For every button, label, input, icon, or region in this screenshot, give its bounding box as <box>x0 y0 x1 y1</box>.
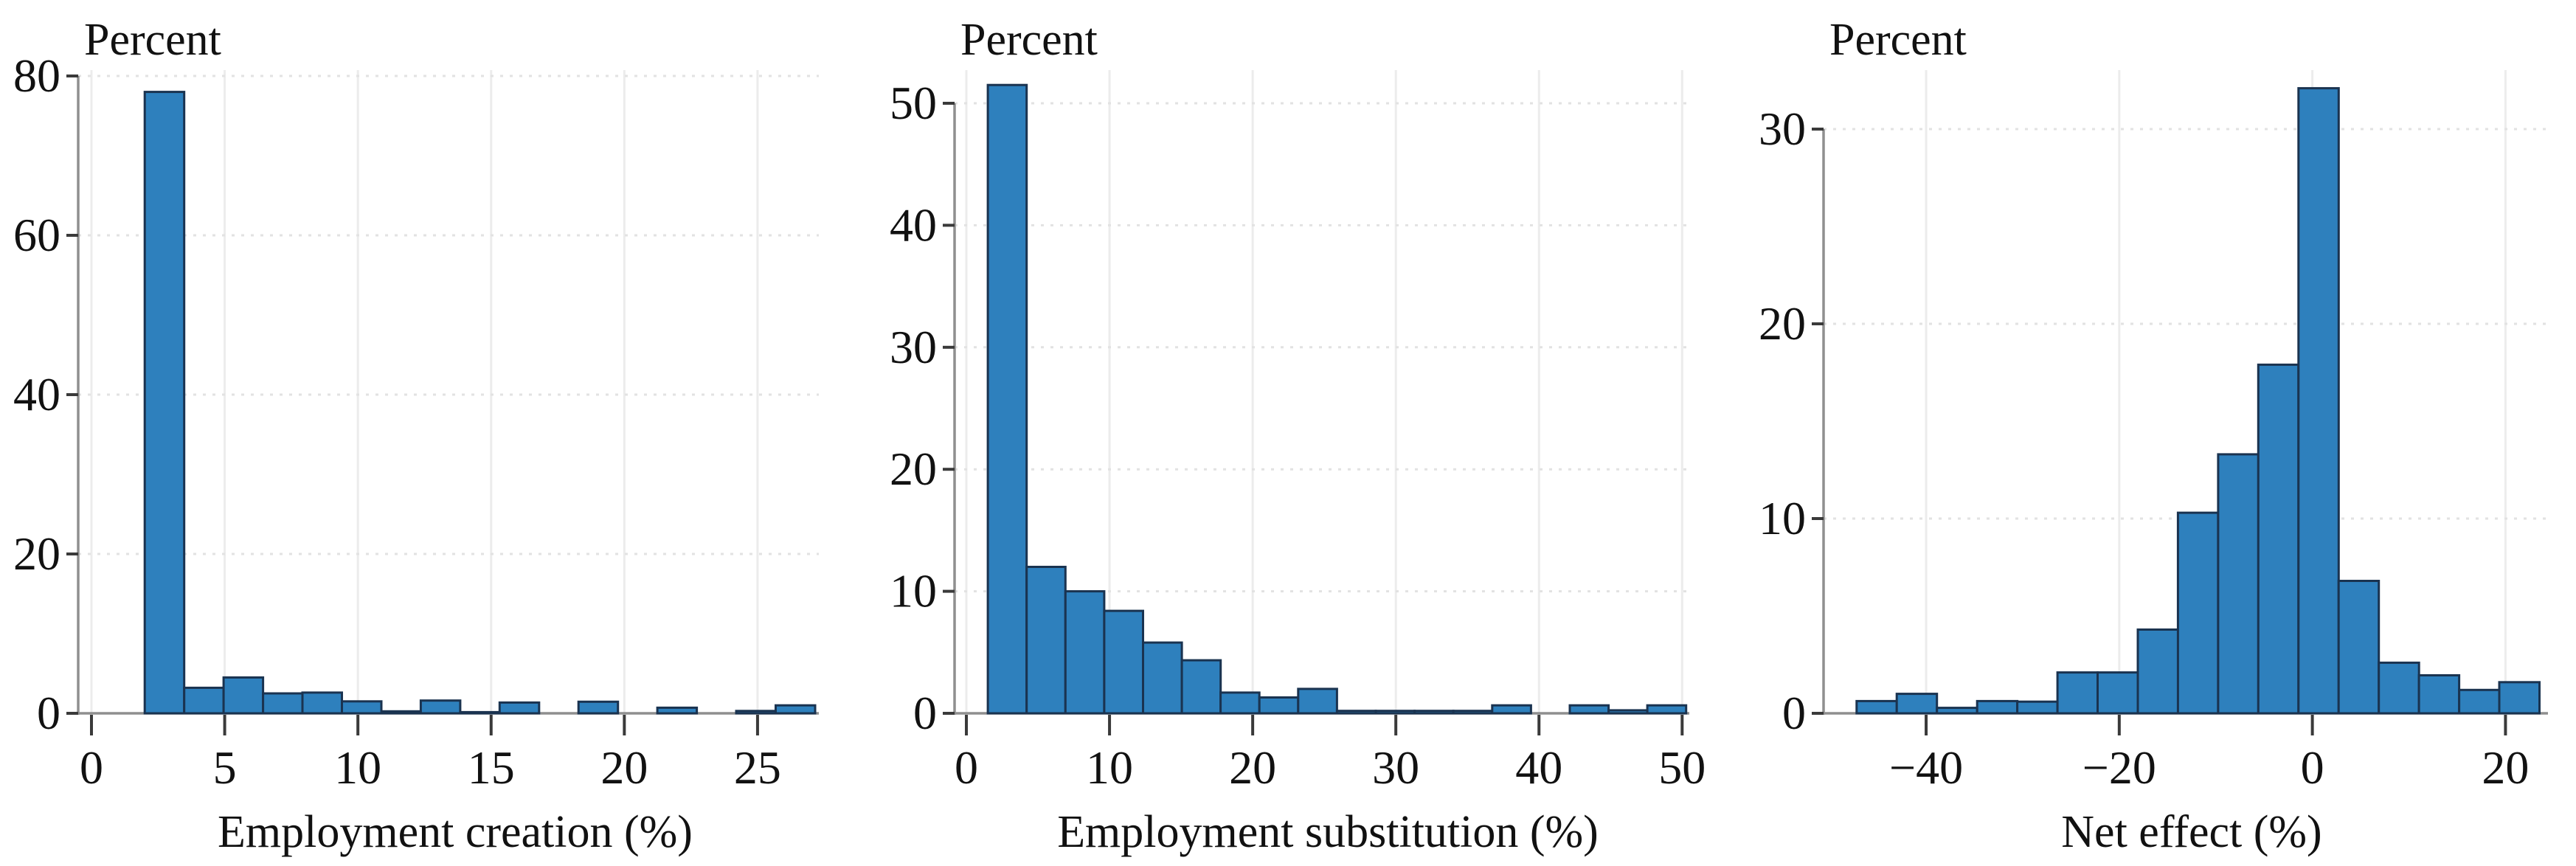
histogram-bar <box>1413 710 1455 715</box>
x-tick-label: 40 <box>1515 741 1562 794</box>
y-axis-title: Percent <box>84 15 221 65</box>
histogram-bar <box>2297 87 2340 715</box>
histogram-bar <box>2136 628 2179 715</box>
histogram-bar <box>2056 671 2099 715</box>
histogram-bar <box>1607 709 1649 715</box>
histogram-bar <box>1491 704 1532 715</box>
histogram-bar <box>301 691 343 715</box>
histogram-bar <box>1335 710 1377 715</box>
x-tick-label: 20 <box>1229 741 1276 794</box>
x-tick-label: 10 <box>334 741 381 794</box>
histogram-bar <box>183 686 225 715</box>
y-tick-label: 30 <box>890 321 937 373</box>
histogram-bar <box>341 700 383 715</box>
histogram-bar <box>735 710 777 715</box>
histogram-bar <box>1025 566 1067 715</box>
y-tick-label: 40 <box>890 198 937 251</box>
histogram-bar <box>2498 681 2541 715</box>
x-tick-label: 30 <box>1372 741 1419 794</box>
histogram-bar <box>1452 710 1494 715</box>
histogram-bar <box>1219 691 1261 715</box>
y-axis-title: Percent <box>1829 15 1967 65</box>
histogram-bar <box>2257 363 2300 715</box>
employment-substitution-chart: 0 10 20 30 40 50 0 10 20 30 40 50 Percent Employment … <box>890 15 1706 857</box>
x-tick-label: 0 <box>955 741 978 794</box>
y-tick-label: 0 <box>1782 687 1806 739</box>
histogram-bar <box>1180 659 1222 715</box>
histogram-bar <box>1936 707 1978 715</box>
y-tick-label: 60 <box>13 209 60 261</box>
y-tick-label: 30 <box>1759 103 1806 155</box>
x-tick-label: 0 <box>80 741 103 794</box>
histogram-bar <box>2337 580 2381 715</box>
histogram-bar <box>1374 710 1416 715</box>
histogram-bar <box>2458 688 2501 715</box>
histogram-employment-substitution: 0 10 20 30 40 50 0 10 20 30 40 50 Percent Employment … <box>859 0 1717 866</box>
histogram-bar <box>1258 696 1300 715</box>
x-tick-label: 5 <box>213 741 237 794</box>
x-tick-label: 20 <box>2482 741 2529 794</box>
y-tick-label: 10 <box>1759 492 1806 544</box>
y-tick-label: 10 <box>890 565 937 617</box>
x-tick-label: 50 <box>1658 741 1706 794</box>
histogram-bar <box>222 676 265 715</box>
histogram-bar <box>2176 511 2220 715</box>
x-tick-label: −20 <box>2082 741 2156 794</box>
histogram-bar <box>262 692 304 715</box>
y-tick-label: 50 <box>890 77 937 129</box>
x-tick-label: 15 <box>468 741 515 794</box>
y-tick-label: 80 <box>13 49 60 102</box>
histogram-bar <box>775 704 817 715</box>
y-tick-label: 0 <box>913 687 937 739</box>
histogram-bar <box>1855 699 1898 715</box>
histogram-bar <box>1976 699 2019 715</box>
x-tick-label: −40 <box>1889 741 1963 794</box>
histogram-bar <box>380 710 422 715</box>
y-tick-label: 20 <box>1759 297 1806 350</box>
histogram-bar <box>498 701 541 715</box>
x-tick-label: 25 <box>734 741 781 794</box>
histogram-net-effect: 0 10 20 30 −40 −20 0 20 Percent Net effect (%) <box>1717 0 2576 866</box>
x-axis-title: Employment substitution (%) <box>1057 807 1599 857</box>
histogram-bar <box>459 710 501 715</box>
x-tick-label: 0 <box>2301 741 2324 794</box>
x-tick-label: 10 <box>1086 741 1133 794</box>
histogram-bar <box>1142 641 1183 715</box>
x-axis-title: Net effect (%) <box>2061 807 2321 857</box>
histogram-bar <box>986 83 1028 715</box>
histogram-employment-creation: 0 20 40 60 80 0 5 10 15 20 25 Percent Employment cre… <box>0 0 859 866</box>
histogram-bar <box>1064 590 1106 715</box>
histogram-bar <box>2016 700 2059 715</box>
y-axis-title: Percent <box>960 15 1098 65</box>
histogram-bar <box>2217 453 2260 715</box>
x-tick-label: 20 <box>600 741 648 794</box>
histogram-bar <box>1297 687 1338 715</box>
y-tick-label: 20 <box>890 443 937 495</box>
histogram-bar <box>2378 661 2420 715</box>
histogram-bar <box>1646 704 1688 715</box>
y-tick-label: 40 <box>13 368 60 420</box>
histogram-bar <box>656 706 699 715</box>
net-effect-chart: 0 10 20 30 −40 −20 0 20 Percent Net effect (%) <box>1759 15 2548 857</box>
employment-creation-chart: 0 20 40 60 80 0 5 10 15 20 25 Percent Employment cre… <box>13 15 819 857</box>
histogram-bar <box>1895 693 1939 715</box>
y-tick-label: 20 <box>13 527 60 580</box>
x-axis-title: Employment creation (%) <box>218 807 693 857</box>
histogram-bar <box>419 699 462 715</box>
histogram-bar <box>1568 704 1610 715</box>
histogram-bar <box>2417 674 2461 715</box>
histogram-bar <box>2097 671 2139 715</box>
histogram-bar <box>577 700 620 715</box>
y-tick-label: 0 <box>37 687 60 739</box>
histogram-bar <box>1103 609 1144 715</box>
histogram-bar <box>143 91 186 715</box>
